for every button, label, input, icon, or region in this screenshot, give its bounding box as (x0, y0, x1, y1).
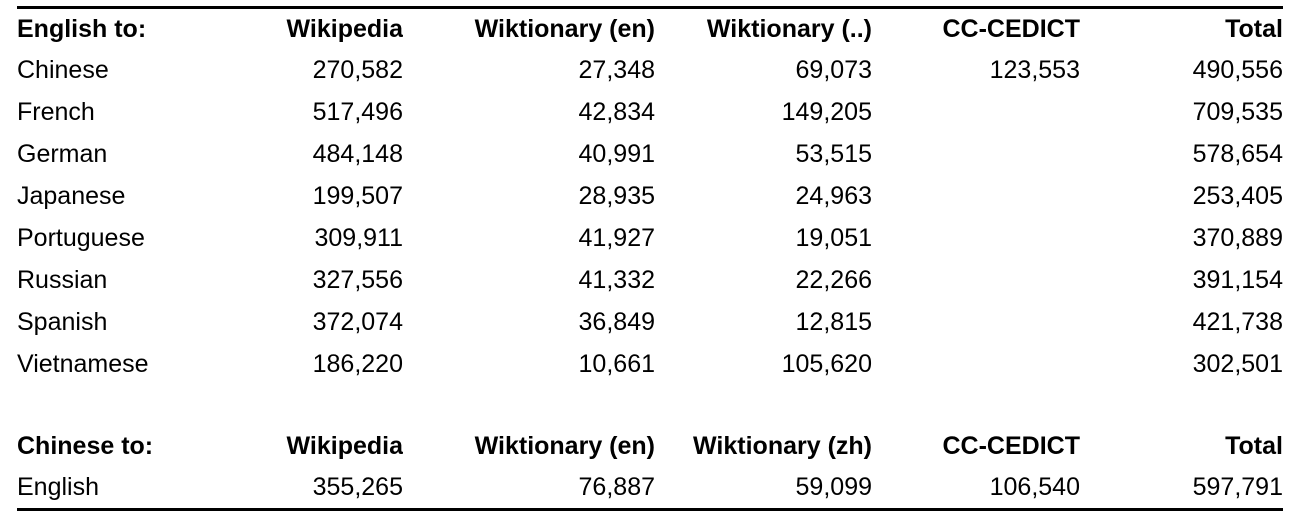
data-cell: 24,963 (795, 182, 872, 210)
chinese-to-header-row: Chinese to: Wikipedia Wiktionary (en) Wi… (17, 426, 1283, 468)
data-cell: 42,834 (578, 98, 655, 126)
header-wiktionary-xx: Wiktionary (..) (706, 14, 872, 43)
data-cell: 709,535 (1192, 98, 1283, 126)
data-cell: 19,051 (795, 224, 872, 252)
header-wikipedia: Wikipedia (286, 432, 403, 460)
data-cell: 28,935 (578, 182, 655, 210)
header-english-to: English to: (17, 14, 147, 43)
data-cell: 372,074 (312, 308, 403, 336)
header-cc-cedict: CC-CEDICT (942, 432, 1081, 460)
data-cell: 309,911 (314, 224, 403, 252)
data-cell: 270,582 (312, 56, 403, 84)
data-cell: 253,405 (1192, 182, 1283, 210)
row-label: Russian (17, 266, 108, 294)
data-cell: 517,496 (312, 98, 403, 126)
table-row-vietnamese: Vietnamese 186,220 10,661 105,620 302,50… (17, 344, 1283, 386)
row-label: Chinese (17, 56, 109, 84)
data-cell: 597,791 (1192, 473, 1283, 502)
row-label: Japanese (17, 182, 126, 210)
data-cell (872, 260, 1080, 302)
header-wikipedia: Wikipedia (286, 14, 403, 43)
data-cell: 69,073 (795, 56, 872, 84)
data-cell (872, 218, 1080, 260)
header-total: Total (1225, 432, 1283, 460)
data-cell: 186,220 (312, 350, 403, 378)
data-cell: 76,887 (578, 473, 655, 502)
data-cell: 327,556 (312, 266, 403, 294)
table-row-english: English 355,265 76,887 59,099 106,540 59… (17, 468, 1283, 510)
table-row-german: German 484,148 40,991 53,515 578,654 (17, 134, 1283, 176)
row-label: French (17, 98, 95, 126)
data-cell: 10,661 (578, 350, 655, 378)
table-row-portuguese: Portuguese 309,911 41,927 19,051 370,889 (17, 218, 1283, 260)
data-cell: 40,991 (578, 140, 655, 168)
data-cell: 106,540 (989, 473, 1080, 502)
data-cell: 22,266 (795, 266, 872, 294)
data-cell: 199,507 (312, 182, 403, 210)
data-cell: 41,332 (578, 266, 655, 294)
data-cell: 123,553 (989, 56, 1080, 84)
data-cell: 370,889 (1192, 224, 1283, 252)
header-wiktionary-en: Wiktionary (en) (474, 14, 655, 43)
data-cell: 27,348 (578, 56, 655, 84)
data-cell: 391,154 (1192, 266, 1283, 294)
data-cell (872, 92, 1080, 134)
row-label: Spanish (17, 308, 108, 336)
data-cell: 53,515 (795, 140, 872, 168)
row-label: German (17, 140, 108, 168)
data-cell: 578,654 (1192, 140, 1283, 168)
header-chinese-to: Chinese to: (17, 432, 154, 460)
data-cell: 355,265 (312, 473, 403, 502)
data-cell: 12,815 (795, 308, 872, 336)
data-cell (872, 344, 1080, 386)
data-cell (872, 302, 1080, 344)
table-row-japanese: Japanese 199,507 28,935 24,963 253,405 (17, 176, 1283, 218)
data-cell: 41,927 (578, 224, 655, 252)
chinese-to-table: Chinese to: Wikipedia Wiktionary (en) Wi… (17, 426, 1283, 511)
data-cell: 302,501 (1192, 350, 1283, 378)
row-label: Portuguese (17, 224, 145, 252)
data-cell: 59,099 (795, 473, 872, 502)
english-to-header-row: English to: Wikipedia Wiktionary (en) Wi… (17, 8, 1283, 50)
data-cell: 149,205 (781, 98, 872, 126)
data-cell: 421,738 (1192, 308, 1283, 336)
data-cell: 490,556 (1192, 56, 1283, 84)
header-total: Total (1225, 14, 1283, 43)
data-cell (872, 134, 1080, 176)
data-cell: 105,620 (781, 350, 872, 378)
data-cell: 36,849 (578, 308, 655, 336)
data-cell (872, 176, 1080, 218)
table-row-french: French 517,496 42,834 149,205 709,535 (17, 92, 1283, 134)
data-cell: 484,148 (312, 140, 403, 168)
header-cc-cedict: CC-CEDICT (942, 14, 1081, 43)
header-wiktionary-en: Wiktionary (en) (474, 432, 655, 460)
header-wiktionary-zh: Wiktionary (zh) (693, 432, 872, 460)
row-label: English (17, 473, 99, 502)
table-row-spanish: Spanish 372,074 36,849 12,815 421,738 (17, 302, 1283, 344)
row-label: Vietnamese (17, 350, 149, 378)
table-row-chinese: Chinese 270,582 27,348 69,073 123,553 49… (17, 50, 1283, 92)
table-row-russian: Russian 327,556 41,332 22,266 391,154 (17, 260, 1283, 302)
english-to-table: English to: Wikipedia Wiktionary (en) Wi… (17, 6, 1283, 386)
